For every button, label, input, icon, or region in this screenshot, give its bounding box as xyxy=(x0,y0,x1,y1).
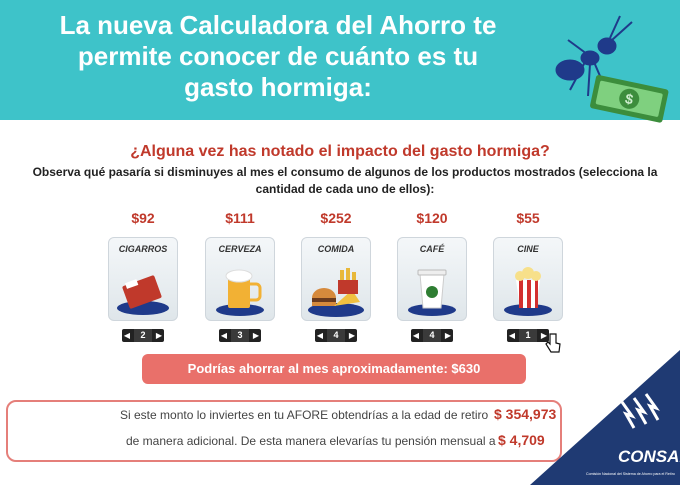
cigarettes-icon xyxy=(117,275,169,315)
product-card[interactable]: CERVEZA xyxy=(205,237,275,321)
quantity-value: 4 xyxy=(327,329,345,342)
product-cigarros: $92 CIGARROS ◀ 2 ▶ xyxy=(108,210,178,342)
product-cerveza: $111 CERVEZA ◀ 3 ▶ xyxy=(205,210,275,342)
product-label: COMIDA xyxy=(317,244,355,254)
savings-label: Podrías ahorrar al mes aproximadamente: xyxy=(187,361,448,376)
result-line-1: Si este monto lo inviertes en tu AFORE o… xyxy=(120,408,489,422)
question-title: ¿Alguna vez has notado el impacto del ga… xyxy=(130,143,550,160)
quantity-stepper: ◀ 1 ▶ xyxy=(507,329,549,342)
decrement-button[interactable]: ◀ xyxy=(412,331,420,340)
savings-amount: $630 xyxy=(451,361,481,376)
header-banner: La nueva Calculadora del Ahorro te permi… xyxy=(0,0,680,123)
product-card[interactable]: CINE xyxy=(493,237,563,321)
product-price: $252 xyxy=(320,210,352,226)
food-icon xyxy=(308,268,364,317)
quantity-value: 2 xyxy=(134,329,152,342)
product-price: $92 xyxy=(131,210,155,226)
popcorn-icon xyxy=(504,267,552,316)
increment-button[interactable]: ▶ xyxy=(444,331,452,340)
consar-emblem-icon xyxy=(620,393,660,429)
product-card[interactable]: CAFÉ xyxy=(397,237,467,321)
product-price: $120 xyxy=(416,210,448,226)
logo-name: CONSAR xyxy=(618,447,680,466)
hand-cursor-icon xyxy=(545,333,561,353)
product-card[interactable]: CIGARROS xyxy=(108,237,178,321)
product-label: CAFÉ xyxy=(419,244,445,254)
ant-money-icon: $ xyxy=(555,15,669,123)
consar-logo: CONSAR Comisión Nacional del Sistema de … xyxy=(530,350,680,485)
svg-text:$: $ xyxy=(624,90,635,107)
quantity-stepper: ◀ 2 ▶ xyxy=(122,329,164,342)
quantity-stepper: ◀ 3 ▶ xyxy=(219,329,261,342)
banner-title: La nueva Calculadora del Ahorro te permi… xyxy=(18,10,538,103)
increment-button[interactable]: ▶ xyxy=(155,331,163,340)
quantity-stepper: ◀ 4 ▶ xyxy=(411,329,453,342)
increment-button[interactable]: ▶ xyxy=(252,331,260,340)
result-amount-retirement: $ 354,973 xyxy=(494,406,557,422)
result-amount-pension: $ 4,709 xyxy=(498,432,545,448)
product-card[interactable]: COMIDA xyxy=(301,237,371,321)
increment-button[interactable]: ▶ xyxy=(540,331,548,340)
product-cine: $55 CINE ◀ 1 ▶ xyxy=(493,210,563,342)
instructions-text: Observa qué pasaría si disminuyes al mes… xyxy=(32,165,658,196)
coffee-icon xyxy=(408,269,456,316)
quantity-value: 4 xyxy=(423,329,441,342)
product-label: CIGARROS xyxy=(118,244,168,254)
decrement-button[interactable]: ◀ xyxy=(316,331,324,340)
banner-title-line1: La nueva Calculadora del Ahorro te xyxy=(59,10,497,40)
result-line-2: de manera adicional. De esta manera elev… xyxy=(126,434,496,448)
product-price: $111 xyxy=(225,210,255,226)
logo-tagline: Comisión Nacional del Sistema de Ahorro … xyxy=(586,472,675,476)
quantity-value: 3 xyxy=(231,329,249,342)
decrement-button[interactable]: ◀ xyxy=(220,331,228,340)
product-price: $55 xyxy=(516,210,540,226)
product-label: CERVEZA xyxy=(218,244,262,254)
increment-button[interactable]: ▶ xyxy=(348,331,356,340)
quantity-stepper: ◀ 4 ▶ xyxy=(315,329,357,342)
product-label: CINE xyxy=(517,244,539,254)
decrement-button[interactable]: ◀ xyxy=(508,331,516,340)
product-cafe: $120 CAFÉ ◀ 4 ▶ xyxy=(397,210,467,342)
quantity-value: 1 xyxy=(519,329,537,342)
product-comida: $252 COMIDA ◀ 4 ▶ xyxy=(301,210,371,342)
beer-icon xyxy=(216,269,264,316)
result-box: Si este monto lo inviertes en tu AFORE o… xyxy=(6,400,562,462)
banner-title-line2: permite conocer de cuánto es tu xyxy=(77,41,479,71)
decrement-button[interactable]: ◀ xyxy=(123,331,131,340)
savings-bar: Podrías ahorrar al mes aproximadamente: … xyxy=(142,354,526,384)
banner-title-line3: gasto hormiga: xyxy=(184,72,372,102)
